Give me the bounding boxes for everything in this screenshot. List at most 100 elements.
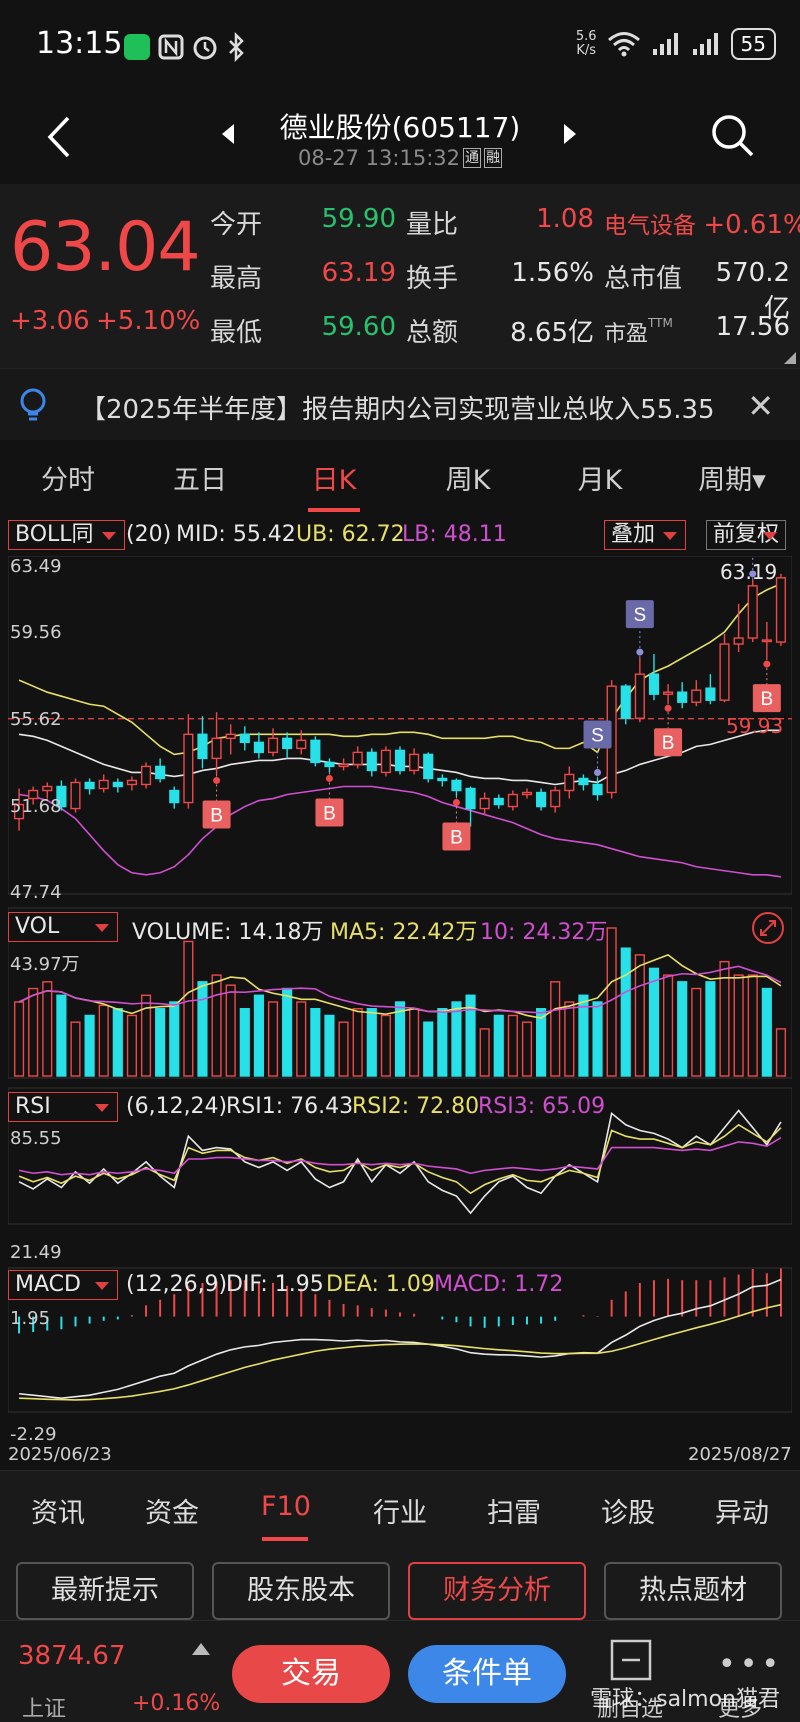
candle — [352, 751, 363, 766]
news-bar[interactable]: 【2025年半年度】报告期内公司实现营业总收入55.35 ✕ — [0, 368, 800, 440]
status-time: 13:15 — [36, 26, 123, 61]
stock-title: 德业股份(605117) — [279, 111, 521, 144]
tab-intraday[interactable]: 分时 — [41, 465, 95, 496]
volume-bar — [479, 1028, 490, 1077]
conditional-order-button[interactable]: 条件单 — [408, 1645, 566, 1703]
financial-analysis-button[interactable]: 财务分析 — [408, 1562, 586, 1620]
candle — [648, 673, 660, 695]
candle — [338, 763, 349, 768]
candle — [733, 637, 744, 645]
candle — [183, 733, 194, 804]
hot-topics-button[interactable]: 热点题材 — [604, 1562, 782, 1620]
rsi-params: (6,12,24) — [126, 1094, 228, 1119]
back-icon[interactable] — [40, 112, 80, 162]
more-button[interactable]: ••• 更多 — [690, 1629, 790, 1722]
kline-chart[interactable]: BBBSSBSB — [8, 556, 792, 1420]
more-label: 更多 — [717, 1697, 762, 1722]
volume-bar — [84, 1014, 95, 1077]
volume-ma5-line — [18, 954, 782, 1019]
last-price-tag: 59.93 — [726, 714, 784, 738]
adjust-button[interactable]: 前复权 — [706, 520, 787, 550]
vol-ma10: 10: 24.32万 — [480, 920, 608, 945]
candle — [267, 737, 279, 754]
prev-stock-icon[interactable] — [222, 124, 234, 144]
candle — [310, 739, 321, 764]
price-axis-label: 63.49 — [10, 556, 62, 577]
volume-bar — [451, 1001, 462, 1077]
candle — [536, 791, 547, 808]
macd-dea: DEA: 1.09 — [326, 1272, 435, 1297]
price-axis-label: 47.74 — [10, 882, 62, 903]
close-icon[interactable]: ✕ — [747, 387, 774, 425]
amount-label: 总额 — [406, 318, 459, 348]
tab-funds[interactable]: 资金 — [145, 1498, 199, 1529]
buy-signal-label: B — [450, 828, 463, 849]
candle — [70, 781, 81, 810]
signal-dot — [749, 570, 757, 578]
low-value: 59.60 — [321, 312, 396, 342]
rotate-icon[interactable] — [750, 910, 786, 946]
tab-five-day[interactable]: 五日 — [173, 465, 227, 496]
macd-axis-bottom: -2.29 — [10, 1424, 57, 1445]
high-price-label: 63.19 — [720, 560, 778, 584]
watermark: 雪球：salmon猫君 — [590, 1687, 780, 1712]
buy-signal — [315, 798, 344, 827]
volume-bar — [56, 994, 67, 1077]
tab-monthly-k[interactable]: 月K — [577, 465, 623, 496]
volume-bar — [620, 947, 631, 1077]
next-stock-icon[interactable] — [564, 124, 576, 144]
volume-bar — [394, 1001, 406, 1077]
volume-bar — [648, 967, 660, 1077]
tab-f10[interactable]: F10 — [261, 1491, 311, 1522]
turnover-value: 1.56% — [511, 258, 594, 288]
expand-corner-icon[interactable] — [784, 352, 796, 364]
buy-signal — [654, 728, 683, 757]
boll-selector[interactable]: BOLL同 — [8, 520, 125, 550]
volume-bar — [282, 987, 293, 1077]
tab-industry[interactable]: 行业 — [373, 1498, 427, 1529]
volume-bar — [42, 981, 53, 1077]
low-label: 最低 — [210, 318, 263, 348]
buy-signal-label: B — [760, 689, 773, 710]
candle — [282, 737, 293, 750]
signal-icon-2 — [692, 33, 718, 55]
candle — [465, 787, 476, 810]
latest-tips-button[interactable]: 最新提示 — [16, 1562, 194, 1620]
candle — [366, 751, 377, 772]
sector-link[interactable]: 电气设备 +0.61% — [604, 206, 800, 240]
macd-selector[interactable]: MACD — [8, 1270, 118, 1300]
shareholder-button[interactable]: 股东股本 — [212, 1562, 390, 1620]
f10-sub-buttons: 最新提示 股东股本 财务分析 热点题材 — [0, 1544, 800, 1620]
volume-ma10-line — [18, 965, 782, 1014]
tab-movement[interactable]: 异动 — [715, 1498, 769, 1529]
news-headline[interactable]: 【2025年半年度】报告期内公司实现营业总收入55.35 — [80, 395, 715, 425]
vol-selector[interactable]: VOL — [8, 912, 118, 942]
rsi-axis-bottom: 21.49 — [10, 1242, 62, 1263]
tab-diagnosis[interactable]: 诊股 — [601, 1498, 655, 1529]
candle — [677, 691, 688, 703]
remove-watchlist-button[interactable]: 删自选 — [580, 1629, 680, 1722]
candle — [592, 783, 603, 796]
tab-daily-k[interactable]: 日K — [311, 465, 357, 496]
candle — [550, 789, 561, 808]
tab-weekly-k[interactable]: 周K — [445, 465, 491, 496]
volume-bar — [409, 1008, 420, 1077]
volume-bar — [155, 1008, 166, 1077]
search-icon[interactable] — [708, 110, 756, 162]
volume-bar — [634, 954, 645, 1077]
tab-period[interactable]: 周期▾ — [698, 465, 766, 496]
buy-signal-label: B — [662, 733, 675, 754]
trade-button[interactable]: 交易 — [232, 1645, 390, 1703]
index-value[interactable]: 3874.67 — [18, 1641, 126, 1671]
overlay-button[interactable]: 叠加 — [604, 520, 687, 550]
tab-news[interactable]: 资讯 — [31, 1498, 85, 1529]
tab-risk-scan[interactable]: 扫雷 — [487, 1498, 541, 1529]
candle — [662, 691, 674, 695]
wifi-icon — [607, 32, 640, 57]
index-expand-icon[interactable] — [192, 1643, 210, 1655]
rsi-selector[interactable]: RSI — [8, 1092, 118, 1122]
candle — [521, 791, 533, 796]
volume-bar — [352, 1008, 363, 1077]
status-right-group: 5.6 K/s 55 — [576, 28, 776, 60]
chart-area[interactable]: BOLL同 (20) MID: 55.42 UB: 62.72 LB: 48.1… — [0, 516, 800, 1470]
